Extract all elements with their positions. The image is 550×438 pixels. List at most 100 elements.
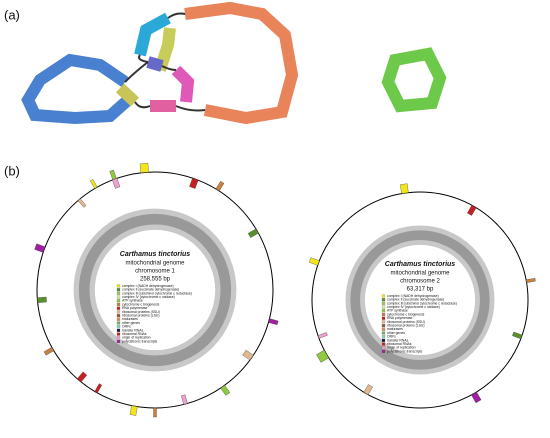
legend-label: complex I (NADH dehydrogenase)	[122, 284, 174, 288]
legend-label: origin of replication	[387, 346, 416, 350]
gene	[467, 205, 477, 216]
legend-swatch	[116, 303, 121, 307]
gene	[37, 296, 47, 303]
link	[134, 101, 151, 109]
gene	[316, 349, 329, 363]
contig	[115, 83, 140, 107]
genome: mitochondrial genome	[390, 271, 450, 277]
legend-label: ribosomal proteins (LSU)	[122, 313, 160, 317]
legend-swatch	[116, 310, 121, 314]
legend-swatch	[381, 309, 386, 313]
legend-swatch	[116, 317, 121, 321]
contig	[21, 53, 132, 125]
gene	[400, 183, 409, 194]
gene	[129, 405, 138, 416]
legend-label: polycistronic transcripts	[122, 339, 158, 343]
legend-swatch	[381, 342, 386, 346]
gene	[181, 394, 188, 405]
legend-swatch	[116, 336, 121, 340]
contig	[381, 47, 447, 113]
gene	[525, 278, 536, 283]
legend-swatch	[116, 299, 121, 303]
chromosome: chromosome 2	[400, 279, 440, 285]
gene	[215, 181, 225, 192]
legend-swatch	[381, 331, 386, 335]
contig	[171, 65, 195, 103]
legend-swatch	[116, 328, 121, 332]
legend-label: ribosomal proteins (SSU)	[122, 310, 160, 314]
legend-swatch	[116, 321, 121, 325]
gc-ring	[350, 230, 490, 370]
legend-label: ribosomal RNAs	[387, 342, 412, 346]
legend-label: origin of replication	[122, 336, 151, 340]
legend-swatch	[116, 284, 121, 288]
legend-label: complex II (succinate dehydrogenase)	[387, 298, 444, 302]
legend-swatch	[381, 335, 386, 339]
gene	[471, 391, 482, 404]
legend-label: ORFs	[122, 325, 131, 329]
legend-label: ATP synthase	[387, 309, 408, 313]
legend-swatch	[116, 325, 121, 329]
gene	[77, 198, 87, 208]
gene	[43, 347, 55, 356]
gene	[309, 257, 320, 266]
legend-label: cytochrome c biogenesis	[122, 302, 160, 306]
genome: mitochondrial genome	[125, 261, 185, 267]
gene	[242, 349, 254, 361]
legend-label: transfer RNAs	[122, 328, 144, 332]
gene	[153, 407, 157, 418]
gene	[112, 178, 121, 189]
gene	[317, 332, 328, 339]
gene	[77, 371, 88, 383]
gene	[89, 179, 98, 189]
legend-label: complex IV (cytochrome c oxidase)	[387, 305, 440, 309]
gene	[34, 243, 46, 253]
legend-swatch	[381, 327, 386, 331]
legend-swatch	[116, 306, 121, 310]
size: 63,317 bp	[407, 287, 434, 293]
contig	[134, 12, 171, 57]
gene	[268, 318, 279, 325]
legend-label: ORFs	[387, 335, 396, 339]
chromosome: chromosome 1	[135, 269, 175, 275]
gene	[139, 162, 149, 173]
legend-label: complex I (NADH dehydrogenase)	[387, 294, 439, 298]
species: Carthamus tinctorius	[120, 251, 191, 258]
legend-label: ribosomal RNAs	[122, 332, 147, 336]
link	[138, 54, 149, 63]
gene	[109, 169, 117, 180]
legend-label: RNA polymerase	[122, 306, 148, 310]
legend-label: other genes	[387, 331, 405, 335]
legend-swatch	[381, 294, 386, 298]
size: 258,555 bp	[140, 277, 171, 283]
legend-swatch	[116, 288, 121, 292]
link	[161, 65, 177, 71]
legend-swatch	[116, 291, 121, 295]
links	[124, 12, 206, 112]
legend-swatch	[116, 314, 121, 318]
contig	[184, 1, 299, 125]
legend-swatch	[381, 320, 386, 324]
legend-swatch	[381, 338, 386, 342]
legend-swatch	[381, 305, 386, 309]
legend-label: complex II (succinate dehydrogenase)	[122, 288, 179, 292]
legend-swatch	[116, 295, 121, 299]
legend-swatch	[116, 340, 121, 344]
legend-label: cytochrome c biogenesis	[387, 312, 425, 316]
gene	[512, 331, 523, 340]
link	[167, 12, 186, 19]
assembly-graph	[21, 1, 447, 125]
gc-ring	[78, 213, 232, 367]
legend-label: maturases	[387, 327, 403, 331]
legend-label: transfer RNAs	[387, 338, 409, 342]
gene	[247, 228, 259, 238]
genome-ring	[311, 191, 529, 409]
legend-swatch	[381, 350, 386, 354]
contig	[146, 56, 164, 72]
species: Carthamus tinctorius	[385, 261, 456, 268]
legend-label: ATP synthase	[122, 299, 143, 303]
link	[175, 105, 206, 112]
legend-label: maturases	[122, 317, 138, 321]
legend-label: polycistronic transcripts	[387, 349, 423, 353]
